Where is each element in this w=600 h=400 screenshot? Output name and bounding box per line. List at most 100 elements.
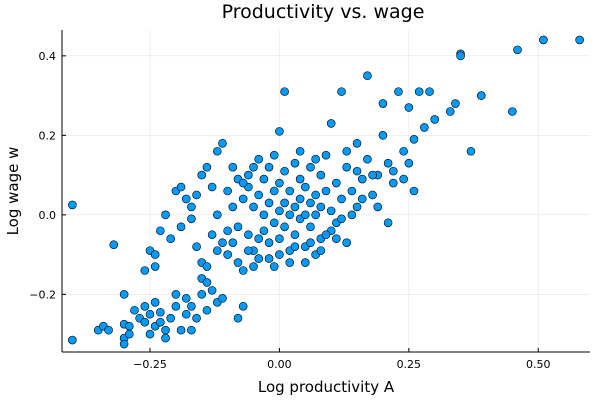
- data-point: [187, 301, 196, 311]
- data-point: [332, 234, 341, 243]
- data-point: [311, 190, 320, 200]
- data-point: [140, 266, 150, 275]
- data-point: [259, 226, 269, 236]
- data-point: [409, 186, 419, 196]
- data-point: [244, 170, 253, 180]
- data-point: [285, 186, 295, 196]
- data-point: [238, 301, 248, 311]
- data-point: [326, 119, 336, 128]
- data-point: [513, 45, 522, 55]
- y-tick-label: 0.2: [39, 129, 57, 142]
- data-point: [295, 194, 305, 204]
- data-point: [321, 186, 331, 196]
- data-point: [249, 202, 258, 212]
- data-point: [311, 154, 320, 164]
- data-point: [181, 294, 191, 303]
- data-point: [192, 190, 201, 200]
- data-point: [228, 202, 238, 212]
- data-point: [388, 178, 398, 188]
- data-point: [269, 186, 279, 196]
- data-point: [207, 230, 217, 240]
- data-point: [150, 250, 160, 259]
- data-point: [290, 158, 300, 168]
- data-point: [249, 262, 258, 271]
- data-point: [347, 210, 357, 220]
- data-point: [202, 305, 212, 315]
- data-point: [176, 222, 186, 232]
- data-point: [145, 329, 155, 339]
- data-point: [357, 194, 367, 204]
- data-point: [445, 107, 455, 116]
- data-point: [244, 230, 253, 240]
- data-point: [316, 246, 326, 255]
- data-point: [368, 190, 377, 200]
- data-point: [192, 242, 201, 251]
- y-tick-label: 0.4: [39, 50, 57, 63]
- data-point: [326, 206, 336, 216]
- data-point: [223, 226, 232, 236]
- data-point: [378, 99, 388, 108]
- data-point: [337, 194, 346, 204]
- data-point: [414, 87, 424, 96]
- data-point: [342, 146, 352, 156]
- data-point: [259, 210, 269, 220]
- data-point: [171, 290, 181, 299]
- data-point: [264, 238, 274, 247]
- data-point: [430, 115, 440, 124]
- data-point: [352, 202, 362, 212]
- data-point: [119, 339, 129, 349]
- data-point: [280, 166, 289, 176]
- y-tick-label: −0.2: [29, 288, 56, 301]
- data-point: [218, 294, 227, 303]
- data-point: [238, 266, 248, 275]
- data-point: [290, 230, 300, 240]
- data-point: [388, 166, 398, 176]
- data-point: [254, 254, 264, 263]
- data-point: [404, 103, 414, 112]
- data-point: [337, 214, 346, 224]
- data-point: [285, 210, 295, 220]
- data-point: [332, 178, 341, 188]
- ticks: −0.25 0.00 0.25 0.50 −0.2 0.0 0.2 0.4: [29, 50, 550, 371]
- data-point: [161, 325, 170, 335]
- data-point: [275, 178, 284, 188]
- data-point: [342, 162, 352, 172]
- data-point: [383, 158, 393, 168]
- data-point: [280, 87, 289, 96]
- x-axis-label: Log productivity A: [258, 378, 395, 396]
- data-point: [254, 154, 264, 164]
- data-point: [104, 325, 113, 335]
- data-point: [280, 198, 289, 208]
- data-point: [316, 170, 326, 180]
- data-point: [254, 190, 264, 200]
- data-point: [306, 162, 315, 172]
- data-point: [187, 202, 196, 212]
- data-point: [244, 246, 253, 255]
- data-point: [275, 250, 284, 259]
- data-point: [207, 182, 217, 192]
- data-point: [285, 258, 295, 267]
- x-tick-label: 0.50: [526, 358, 551, 371]
- data-point: [337, 87, 346, 96]
- data-point: [124, 329, 134, 339]
- data-point: [156, 226, 165, 236]
- data-point: [212, 146, 222, 156]
- data-point: [156, 317, 165, 327]
- data-point: [119, 290, 129, 299]
- data-point: [202, 262, 212, 271]
- data-point: [264, 198, 274, 208]
- data-point: [124, 321, 134, 331]
- data-point: [223, 186, 232, 196]
- data-point: [456, 51, 465, 61]
- data-point: [166, 313, 176, 323]
- data-point: [290, 242, 300, 251]
- data-point: [140, 301, 150, 311]
- data-point: [575, 35, 584, 45]
- data-point: [264, 254, 274, 263]
- data-point: [306, 198, 315, 208]
- data-point: [197, 170, 207, 180]
- data-points: [68, 35, 584, 349]
- data-point: [295, 146, 305, 156]
- data-point: [300, 182, 310, 192]
